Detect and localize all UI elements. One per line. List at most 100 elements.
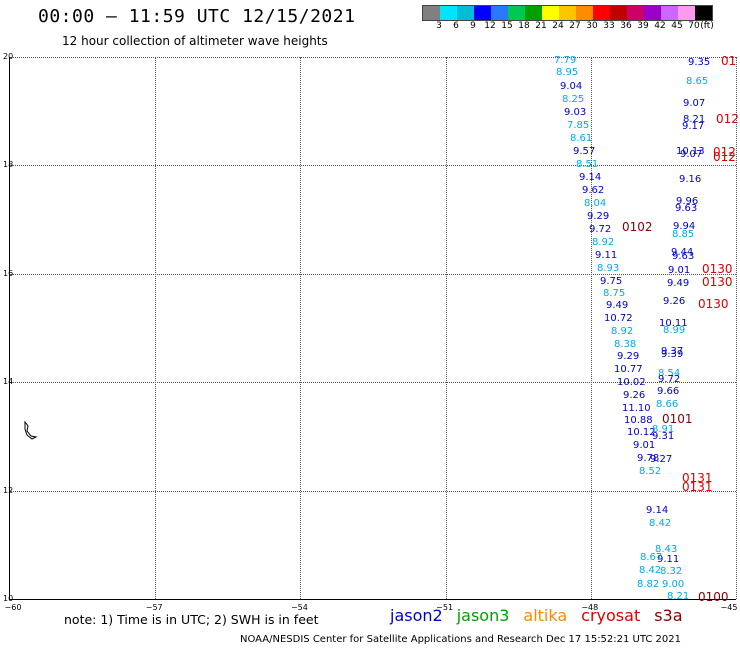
wave-height-label: 8.51 [576, 159, 599, 170]
x-tick-label: −54 [290, 603, 308, 612]
wave-height-label: 9.14 [646, 505, 669, 516]
legend-swatch [559, 6, 576, 20]
wave-height-label: 7.79 [554, 55, 577, 66]
wave-height-label: 9.17 [682, 121, 705, 132]
legend-label: 6 [453, 21, 459, 31]
wave-height-label: 8.93 [597, 263, 620, 274]
wave-height-label: 9.66 [657, 386, 680, 397]
wave-height-label: 9.29 [617, 351, 640, 362]
legend-swatch [474, 6, 491, 20]
longitude-gridline [155, 57, 157, 599]
wave-height-label: 10.13 [676, 146, 705, 157]
legend-label: 15 [501, 21, 513, 31]
longitude-gridline [445, 57, 447, 599]
wave-height-label: 8.21 [683, 114, 706, 125]
wave-height-label: 9.11 [595, 250, 618, 261]
legend-label: (ft) [700, 21, 714, 31]
wave-height-label: 9.44 [671, 247, 694, 258]
mission-label-altika: altika [523, 606, 568, 625]
pass-time-label: 0131 [682, 471, 713, 485]
legend-swatch [576, 6, 593, 20]
wave-height-label: 9.11 [657, 554, 680, 565]
pass-time-label: 012 [716, 112, 739, 126]
wave-height-label: 8.82 [637, 579, 660, 590]
legend-label: 24 [552, 21, 564, 31]
wave-height-label: 8.99 [663, 325, 686, 336]
wave-height-label: 9.96 [676, 196, 699, 207]
credit-line: NOAA/NESDIS Center for Satellite Applica… [240, 634, 682, 645]
legend-label: 9 [470, 21, 476, 31]
island-outline [24, 420, 38, 440]
pass-time-label: 012 [713, 150, 736, 164]
pass-time-label: 0130 [702, 275, 733, 289]
legend-swatch [593, 6, 610, 20]
y-tick-label: 10 [3, 594, 14, 603]
wave-height-label: 10.11 [659, 318, 688, 329]
wave-height-label: 9.49 [606, 300, 629, 311]
wave-height-label: 8.65 [686, 76, 709, 87]
legend-label: 3 [436, 21, 442, 31]
latitude-gridline [10, 382, 736, 384]
pass-time-label: 0130 [702, 262, 733, 276]
legend-swatch [661, 6, 678, 20]
wave-height-label: 9.00 [662, 579, 685, 590]
pass-time-label: 0100 [698, 590, 729, 604]
latitude-gridline [10, 273, 736, 275]
y-tick-label: 16 [3, 268, 14, 278]
wave-height-label: 9.26 [663, 296, 686, 307]
legend-label: 27 [569, 21, 581, 31]
legend-swatch [491, 6, 508, 20]
wave-height-label: 9.62 [582, 185, 605, 196]
mission-label-cryosat: cryosat [581, 606, 641, 625]
wave-height-label: 9.01 [633, 440, 656, 451]
legend-swatch [542, 6, 559, 20]
legend-swatch [610, 6, 627, 20]
wave-height-label: 9.72 [589, 224, 612, 235]
wave-height-label: 9.07 [683, 98, 706, 109]
pass-time-label: 0130 [698, 297, 729, 311]
wave-height-label: 9.29 [587, 211, 610, 222]
wave-height-label: 10.02 [617, 377, 646, 388]
x-tick-label: −48 [581, 603, 599, 612]
wave-height-label: 9.39 [661, 349, 684, 360]
wave-height-label: 9.78 [637, 453, 660, 464]
wave-height-label: 8.43 [655, 544, 678, 555]
wave-height-label: 8.61 [570, 133, 593, 144]
pass-time-label: 0131 [682, 480, 713, 494]
x-tick-label: −57 [145, 603, 163, 612]
latitude-gridline [10, 57, 736, 58]
wave-height-label: 9.63 [675, 203, 698, 214]
wave-height-label: 9.63 [672, 251, 695, 262]
footer-note: note: 1) Time is in UTC; 2) SWH is in fe… [64, 612, 319, 627]
legend-swatch [440, 6, 457, 20]
legend-swatch [695, 6, 712, 20]
legend-label: 33 [603, 21, 615, 31]
longitude-gridline [590, 57, 592, 599]
wave-height-label: 9.37 [661, 346, 684, 357]
wave-height-label: 8.95 [556, 67, 579, 78]
wave-height-label: 9.49 [667, 278, 690, 289]
legend-label: 39 [637, 21, 649, 31]
wave-height-label: 8.66 [656, 399, 679, 410]
legend-label: 36 [620, 21, 632, 31]
legend-label: 30 [586, 21, 598, 31]
map-subtitle: 12 hour collection of altimeter wave hei… [62, 34, 328, 48]
legend-swatch [457, 6, 474, 20]
wave-height-label: 8.54 [658, 368, 681, 379]
legend-label: 21 [535, 21, 547, 31]
x-tick-label: −60 [4, 603, 22, 612]
wave-height-label: 10.88 [624, 415, 653, 426]
wave-height-label: 8.04 [584, 198, 607, 209]
wave-height-label: 8.92 [592, 237, 615, 248]
legend-swatch [525, 6, 542, 20]
wave-height-label: 9.04 [560, 81, 583, 92]
pass-time-label: 01 [721, 54, 737, 68]
y-tick-label: 12 [3, 485, 14, 495]
wave-height-label: 9.72 [658, 374, 681, 385]
wave-height-label: 11.10 [622, 403, 651, 414]
legend-label: 45 [671, 21, 683, 31]
map-plot-area [9, 57, 737, 600]
wave-height-label: 8.25 [562, 94, 585, 105]
legend-swatch [508, 6, 525, 20]
pass-time-label: 0102 [622, 220, 653, 234]
